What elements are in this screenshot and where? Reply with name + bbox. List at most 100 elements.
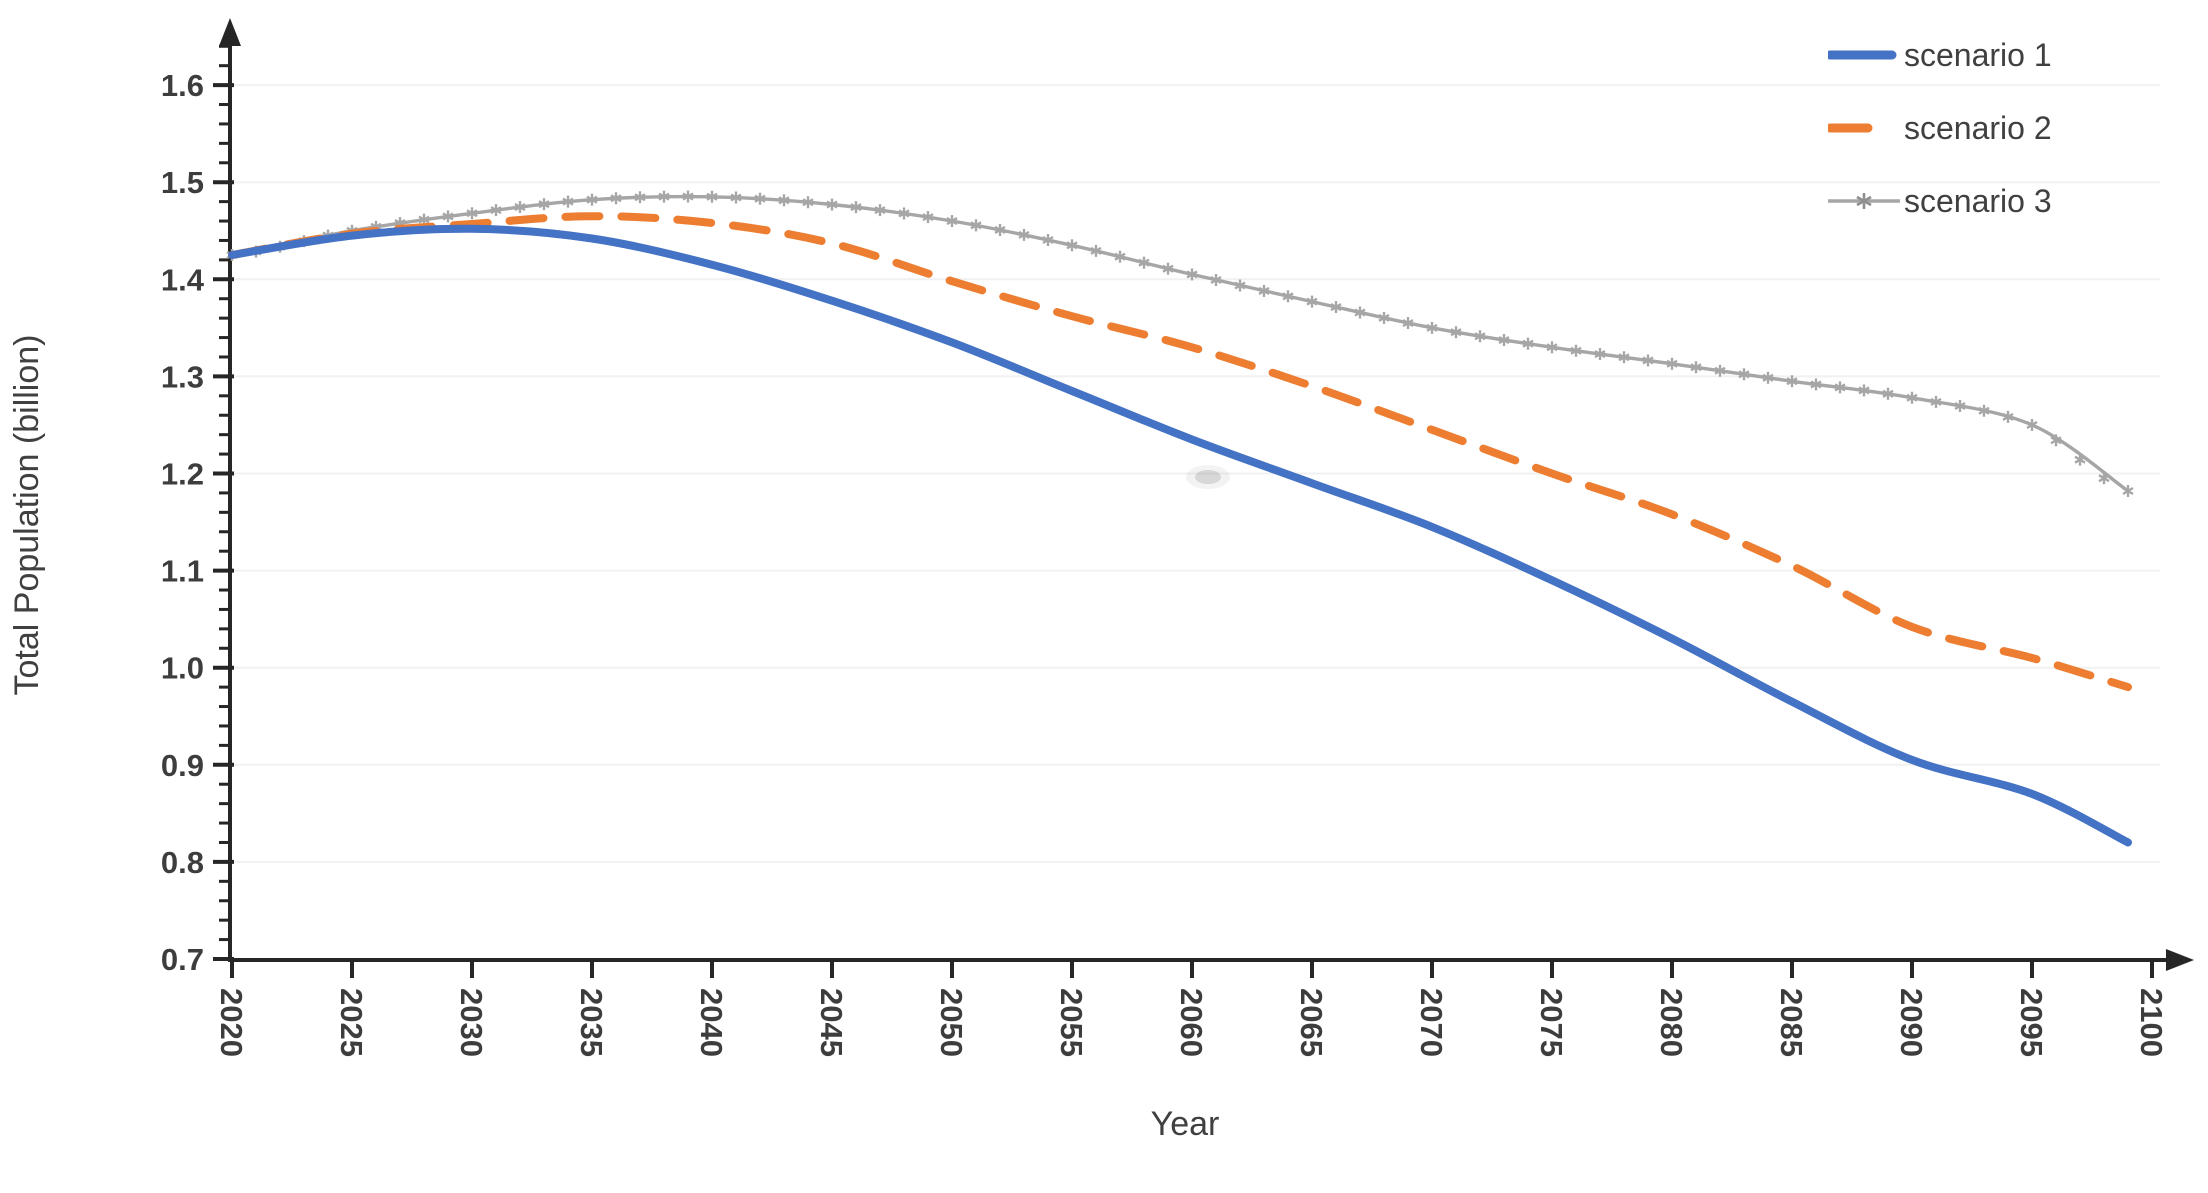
x-tick-label: 2060 <box>1174 988 1209 1057</box>
x-tick-label: 2055 <box>1054 988 1089 1057</box>
star-marker-icon <box>2122 486 2134 496</box>
star-marker-icon <box>1546 343 1558 352</box>
star-marker-icon <box>802 198 814 207</box>
series-scenario-1 <box>228 224 2132 847</box>
star-marker-icon <box>1786 377 1798 386</box>
y-tick-label: 1.3 <box>161 359 204 394</box>
star-marker-icon <box>1930 397 1942 406</box>
star-marker-icon <box>946 217 958 226</box>
star-marker-icon <box>1282 292 1294 301</box>
legend-item-scenario-2: scenario 2 <box>1828 103 2052 153</box>
star-marker-icon <box>1138 258 1150 267</box>
star-marker-icon <box>2098 474 2110 483</box>
star-marker-icon <box>1210 275 1222 285</box>
star-marker-icon <box>2026 420 2038 429</box>
star-marker-icon <box>1114 252 1126 261</box>
star-marker-icon <box>1834 383 1846 392</box>
star-marker-icon <box>1906 393 1918 402</box>
y-tick-label: 1.4 <box>161 262 205 297</box>
y-tick-label: 0.8 <box>161 845 204 880</box>
star-marker-icon <box>1810 380 1822 389</box>
star-marker-icon <box>1978 406 1990 415</box>
x-tick-label: 2040 <box>694 988 729 1057</box>
star-marker-icon <box>394 219 406 228</box>
star-marker-icon <box>1738 370 1750 379</box>
star-marker-icon <box>2002 412 2014 421</box>
star-marker-icon <box>850 203 862 212</box>
star-marker-icon <box>2074 455 2086 464</box>
x-tick-label: 2090 <box>1894 988 1929 1057</box>
star-marker-icon <box>1666 359 1678 368</box>
x-axis-arrow-icon <box>2166 949 2194 971</box>
x-tick-label: 2065 <box>1294 988 1329 1057</box>
star-marker-icon <box>898 209 910 218</box>
star-marker-icon <box>1402 319 1414 328</box>
x-tick-label: 2095 <box>2014 988 2049 1057</box>
scenario-1-line-sample-icon <box>1828 50 1897 60</box>
star-marker-icon <box>1690 363 1702 372</box>
x-tick-label: 2030 <box>454 988 489 1057</box>
y-tick-label: 1.0 <box>161 651 204 686</box>
legend-label: scenario 1 <box>1904 36 2052 73</box>
star-marker-icon <box>514 203 526 212</box>
star-marker-icon <box>1714 366 1726 375</box>
star-marker-icon <box>610 194 622 203</box>
star-marker-icon <box>922 213 934 222</box>
star-marker-icon <box>418 215 430 224</box>
y-tick-label: 1.2 <box>161 457 204 492</box>
star-marker-icon <box>1474 332 1486 341</box>
star-marker-icon <box>586 195 598 204</box>
x-tick-label: 2075 <box>1534 988 1569 1057</box>
star-marker-icon <box>1186 270 1198 279</box>
star-marker-icon <box>994 225 1006 234</box>
y-tick-label: 1.1 <box>161 554 204 589</box>
star-marker-icon <box>778 196 790 205</box>
star-marker-icon <box>754 194 766 203</box>
x-tick-label: 2100 <box>2134 988 2169 1057</box>
star-marker-icon <box>1426 323 1438 332</box>
star-marker-icon <box>1858 386 1870 395</box>
star-marker-icon <box>1018 230 1030 239</box>
star-marker-icon <box>1450 328 1462 337</box>
star-marker-icon <box>490 206 502 215</box>
x-tick-label: 2020 <box>214 988 249 1057</box>
legend-item-scenario-3: scenario 3 <box>1828 176 2052 226</box>
star-marker-icon <box>1042 235 1054 245</box>
star-marker-icon <box>658 192 670 201</box>
y-axis-arrow-icon <box>219 18 241 46</box>
star-marker-icon <box>1306 297 1318 306</box>
scenario-2-dash-sample-icon <box>1828 123 1873 133</box>
legend-item-scenario-1: scenario 1 <box>1828 30 2052 80</box>
x-tick-label: 2035 <box>574 988 609 1057</box>
star-marker-icon <box>1594 350 1606 359</box>
series-scenario-2 <box>228 212 2132 692</box>
x-tick-label: 2050 <box>934 988 969 1057</box>
star-marker-icon <box>1762 373 1774 382</box>
legend-label: scenario 2 <box>1904 109 2052 146</box>
series-scenario-3-markers <box>226 190 2134 497</box>
x-tick-label: 2080 <box>1654 988 1689 1057</box>
star-marker-icon <box>706 192 718 201</box>
star-marker-icon <box>1882 389 1894 398</box>
y-tick-label: 0.7 <box>161 942 204 977</box>
x-tick-label: 2025 <box>334 988 369 1057</box>
star-marker-icon <box>1954 401 1966 411</box>
x-axis-title: Year <box>1151 1105 1220 1143</box>
scenario-3-star-line-sample-icon <box>1828 193 1900 209</box>
star-marker-icon <box>1066 241 1078 250</box>
axes <box>219 18 2194 971</box>
gridlines <box>232 84 2160 863</box>
y-tick-label: 1.6 <box>161 68 204 103</box>
y-tick-label: 0.9 <box>161 748 204 783</box>
data-series <box>226 190 2134 847</box>
star-marker-icon <box>730 193 742 202</box>
star-marker-icon <box>1498 336 1510 345</box>
x-tick-label: 2085 <box>1774 988 1809 1057</box>
x-tick-label: 2045 <box>814 988 849 1057</box>
legend-label: scenario 3 <box>1904 182 2052 219</box>
legend: scenario 1 scenario 2 scenario 3 <box>1828 30 2052 226</box>
star-marker-icon <box>1378 313 1390 322</box>
star-marker-icon <box>1234 281 1246 290</box>
star-marker-icon <box>1162 264 1174 273</box>
